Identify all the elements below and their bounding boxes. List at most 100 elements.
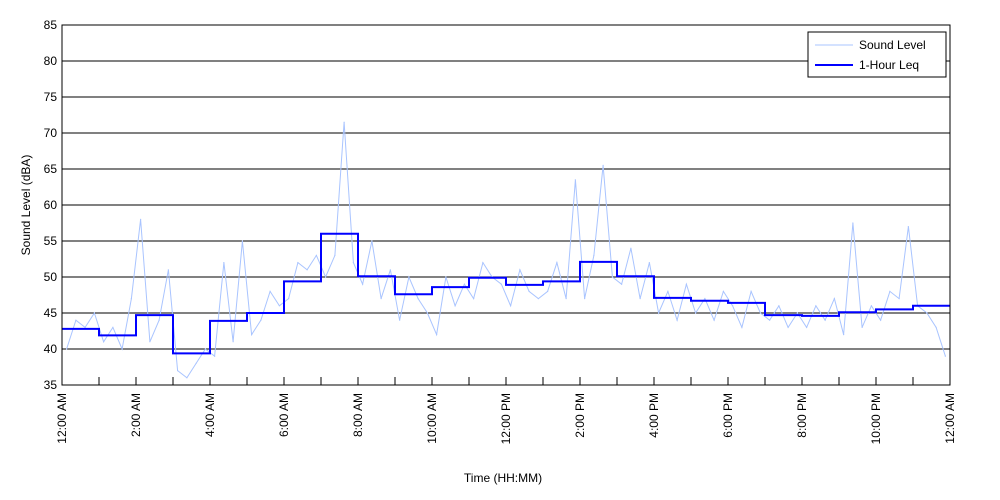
sound-level-point xyxy=(214,355,216,357)
sound-level-point xyxy=(852,222,854,224)
sound-level-point xyxy=(482,262,484,264)
y-tick-label: 80 xyxy=(44,54,58,68)
sound-level-point xyxy=(399,319,401,321)
sound-level-point xyxy=(223,262,225,264)
sound-level-point xyxy=(167,269,169,271)
sound-level-point xyxy=(519,269,521,271)
sound-level-point xyxy=(621,283,623,285)
sound-level-point xyxy=(907,226,909,228)
sound-level-point xyxy=(861,326,863,328)
sound-level-point xyxy=(898,298,900,300)
sound-level-point xyxy=(93,312,95,314)
x-axis: 12:00 AM 2:00 AM 4:00 AM 6:00 AM 8:00 AM 10:0… xyxy=(55,377,957,444)
sound-level-point xyxy=(667,290,669,292)
y-tick-label: 50 xyxy=(44,270,58,284)
y-axis: 35 40 45 50 55 60 65 70 75 80 85 xyxy=(44,18,58,392)
sound-level-point xyxy=(602,164,604,166)
sound-level-point xyxy=(352,262,354,264)
sound-level-series xyxy=(66,121,946,379)
x-tick-label: 10:00 PM xyxy=(869,393,883,444)
sound-level-point xyxy=(130,298,132,300)
grid-lines xyxy=(62,24,950,386)
sound-level-line xyxy=(66,122,946,379)
sound-level-point xyxy=(824,319,826,321)
x-tick-label: 2:00 AM xyxy=(129,393,143,437)
sound-level-point xyxy=(436,334,438,336)
legend-box xyxy=(807,31,947,78)
x-tick-label: 6:00 PM xyxy=(721,393,735,438)
sound-level-point xyxy=(658,312,660,314)
sound-level-point xyxy=(177,370,179,372)
x-tick-label: 8:00 PM xyxy=(795,393,809,438)
y-tick-label: 35 xyxy=(44,378,58,392)
sound-level-point xyxy=(556,262,558,264)
sound-level-point xyxy=(204,348,206,350)
sound-level-point xyxy=(639,298,641,300)
sound-level-point xyxy=(140,218,142,220)
sound-level-point xyxy=(880,319,882,321)
sound-level-point xyxy=(260,319,262,321)
x-tick-label: 4:00 AM xyxy=(203,393,217,437)
sound-level-point xyxy=(121,348,123,350)
sound-level-point xyxy=(454,305,456,307)
sound-level-point xyxy=(704,298,706,300)
sound-level-point xyxy=(732,305,734,307)
sound-level-point xyxy=(574,179,576,181)
sound-level-point xyxy=(417,298,419,300)
sound-level-point xyxy=(565,298,567,300)
sound-level-point xyxy=(112,326,114,328)
sound-level-point xyxy=(473,298,475,300)
x-tick-label: 12:00 PM xyxy=(499,393,513,444)
y-tick-label: 70 xyxy=(44,126,58,140)
sound-level-point xyxy=(195,362,197,364)
sound-level-point xyxy=(463,283,465,285)
sound-level-point xyxy=(269,290,271,292)
sound-level-point xyxy=(241,240,243,242)
sound-level-point xyxy=(944,355,946,357)
sound-level-point xyxy=(695,312,697,314)
x-tick-label: 2:00 PM xyxy=(573,393,587,438)
legend: Sound Level 1-Hour Leq xyxy=(807,31,947,78)
sound-level-point xyxy=(796,312,798,314)
sound-level-point xyxy=(926,312,928,314)
sound-level-point xyxy=(630,247,632,249)
y-tick-label: 60 xyxy=(44,198,58,212)
x-tick-label: 8:00 AM xyxy=(351,393,365,437)
sound-level-point xyxy=(306,269,308,271)
sound-level-point xyxy=(371,240,373,242)
sound-level-point xyxy=(611,276,613,278)
y-tick-label: 40 xyxy=(44,342,58,356)
sound-level-point xyxy=(278,305,280,307)
sound-level-point xyxy=(380,298,382,300)
sound-level-point xyxy=(593,254,595,256)
y-tick-label: 65 xyxy=(44,162,58,176)
sound-level-point xyxy=(297,262,299,264)
y-axis-label: Sound Level (dBA) xyxy=(19,155,33,256)
sound-level-point xyxy=(648,262,650,264)
sound-level-point xyxy=(362,283,364,285)
sound-level-point xyxy=(676,319,678,321)
sound-level-point xyxy=(584,298,586,300)
sound-level-point xyxy=(389,269,391,271)
y-tick-label: 75 xyxy=(44,90,58,104)
x-tick-label: 4:00 PM xyxy=(647,393,661,438)
sound-level-point xyxy=(537,298,539,300)
legend-label-leq: 1-Hour Leq xyxy=(859,58,919,72)
sound-level-point xyxy=(935,326,937,328)
sound-level-point xyxy=(288,298,290,300)
sound-level-point xyxy=(806,326,808,328)
sound-level-point xyxy=(408,276,410,278)
x-tick-label: 12:00 AM xyxy=(943,393,957,444)
legend-label-sound-level: Sound Level xyxy=(859,38,926,52)
sound-level-point xyxy=(889,290,891,292)
sound-level-point xyxy=(445,276,447,278)
sound-level-point xyxy=(722,290,724,292)
sound-level-point xyxy=(315,254,317,256)
sound-level-point xyxy=(778,305,780,307)
sound-level-point xyxy=(66,348,68,350)
x-tick-label: 6:00 AM xyxy=(277,393,291,437)
sound-level-point xyxy=(769,319,771,321)
sound-level-point xyxy=(713,319,715,321)
x-axis-label: Time (HH:MM) xyxy=(464,471,542,485)
sound-level-point xyxy=(787,326,789,328)
